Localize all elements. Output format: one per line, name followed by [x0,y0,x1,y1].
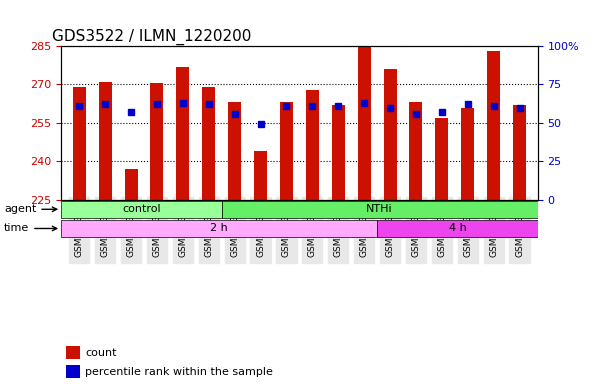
Bar [384,69,397,200]
Text: control: control [122,204,161,214]
Bar [461,108,474,200]
Bar [306,89,319,200]
FancyBboxPatch shape [222,201,538,218]
Bar [332,105,345,200]
Bar [98,82,112,200]
Bar [228,103,241,200]
FancyBboxPatch shape [377,220,538,237]
FancyBboxPatch shape [61,220,377,237]
Text: percentile rank within the sample: percentile rank within the sample [86,367,273,377]
Bar [513,105,526,200]
Bar [436,118,448,200]
Bar [280,103,293,200]
Bar [202,87,215,200]
Text: 2 h: 2 h [210,223,228,233]
Bar [67,365,80,378]
Text: agent: agent [4,204,57,214]
Bar [177,66,189,200]
Bar [357,46,371,200]
Bar [150,83,163,200]
Bar [125,169,137,200]
Text: 4 h: 4 h [448,223,466,233]
Bar [487,51,500,200]
Bar [254,151,267,200]
Bar [67,346,80,359]
Text: NTHi: NTHi [367,204,393,214]
Text: time: time [4,223,57,233]
Bar [73,87,86,200]
Bar [409,103,422,200]
FancyBboxPatch shape [61,201,222,218]
Text: count: count [86,348,117,358]
Text: GDS3522 / ILMN_1220200: GDS3522 / ILMN_1220200 [51,28,251,45]
